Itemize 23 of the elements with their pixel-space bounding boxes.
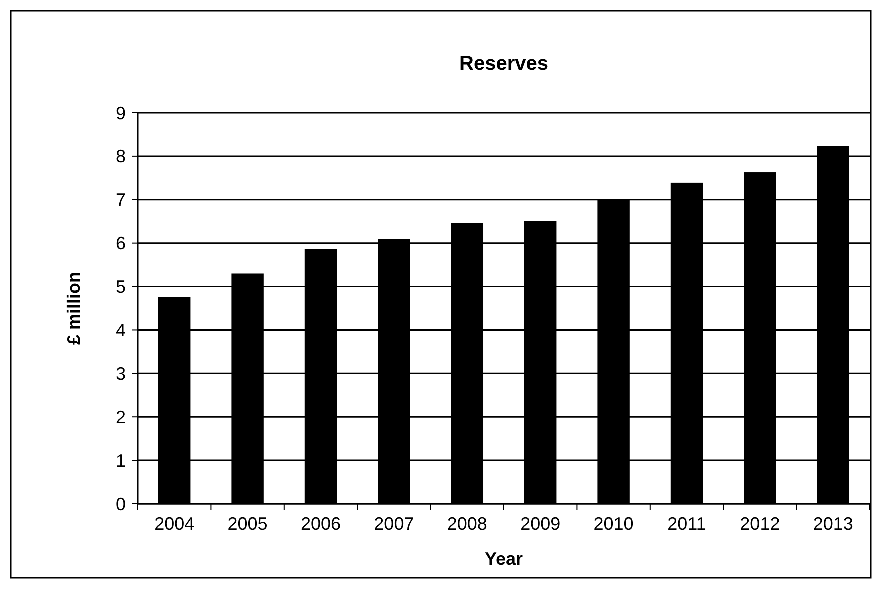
y-tick-label: 6 <box>116 234 126 254</box>
y-tick-label: 1 <box>116 450 126 471</box>
x-tick-label: 2007 <box>374 514 414 534</box>
y-tick-label: 3 <box>116 364 126 384</box>
chart-title: Reserves <box>460 53 548 75</box>
y-tick-label: 2 <box>116 407 126 428</box>
x-tick-label: 2005 <box>228 514 268 534</box>
y-tick-label: 8 <box>116 146 126 167</box>
y-tick-label: 9 <box>116 103 126 124</box>
x-axis-title: Year <box>484 549 524 569</box>
x-tick-label: 2011 <box>668 514 706 534</box>
x-tick-label: 2008 <box>447 514 488 534</box>
y-tick-label: 0 <box>116 494 126 514</box>
y-axis-title: £ million <box>64 272 84 346</box>
x-tick-label: 2012 <box>740 514 780 534</box>
y-tick-label: 5 <box>116 277 126 298</box>
y-tick-label: 4 <box>116 320 126 341</box>
x-tick-label: 2004 <box>154 514 195 534</box>
y-tick-label: 7 <box>116 190 126 210</box>
x-tick-label: 2013 <box>813 514 854 534</box>
x-tick-label: 2009 <box>520 514 561 534</box>
x-tick-label: 2010 <box>594 514 634 534</box>
x-tick-label: 2006 <box>300 514 342 534</box>
